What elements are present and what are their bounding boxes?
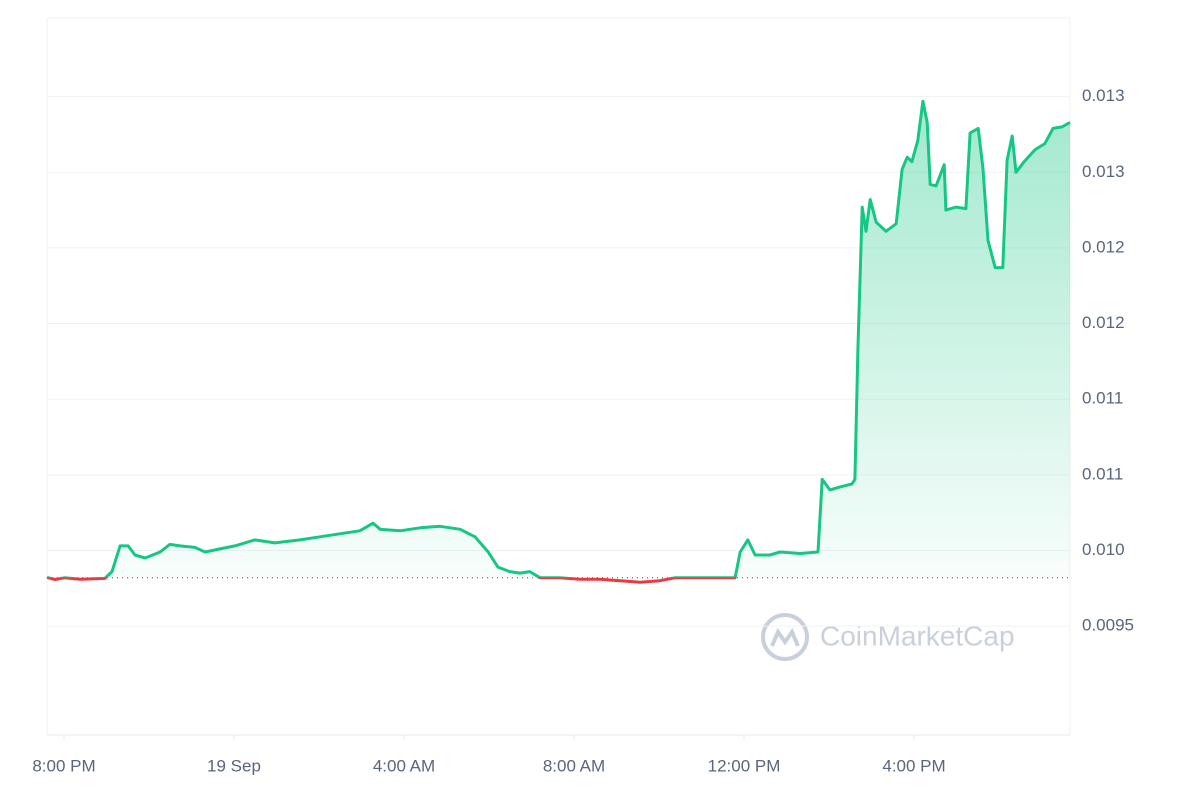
x-tick-label: 4:00 PM bbox=[882, 756, 945, 775]
x-tick-label: 8:00 PM bbox=[32, 756, 95, 775]
x-tick-label: 12:00 PM bbox=[708, 756, 781, 775]
y-tick-label: 0.012 bbox=[1082, 237, 1125, 256]
y-tick-label: 0.012 bbox=[1082, 313, 1125, 332]
y-tick-label: 0.013 bbox=[1082, 86, 1125, 105]
watermark-logo bbox=[761, 613, 809, 661]
price-line bbox=[46, 99, 1071, 584]
x-tick-label: 4:00 AM bbox=[373, 756, 435, 775]
x-tick-label: 8:00 AM bbox=[543, 756, 605, 775]
y-tick-label: 0.0095 bbox=[1082, 616, 1134, 635]
area-fill bbox=[47, 101, 1070, 583]
y-tick-label: 0.011 bbox=[1082, 464, 1123, 483]
y-tick-label: 0.011 bbox=[1082, 389, 1123, 408]
x-tick-label: 19 Sep bbox=[207, 756, 261, 775]
y-tick-label: 0.013 bbox=[1082, 162, 1125, 181]
watermark: CoinMarketCap bbox=[820, 620, 1015, 651]
y-tick-label: 0.010 bbox=[1082, 540, 1125, 559]
